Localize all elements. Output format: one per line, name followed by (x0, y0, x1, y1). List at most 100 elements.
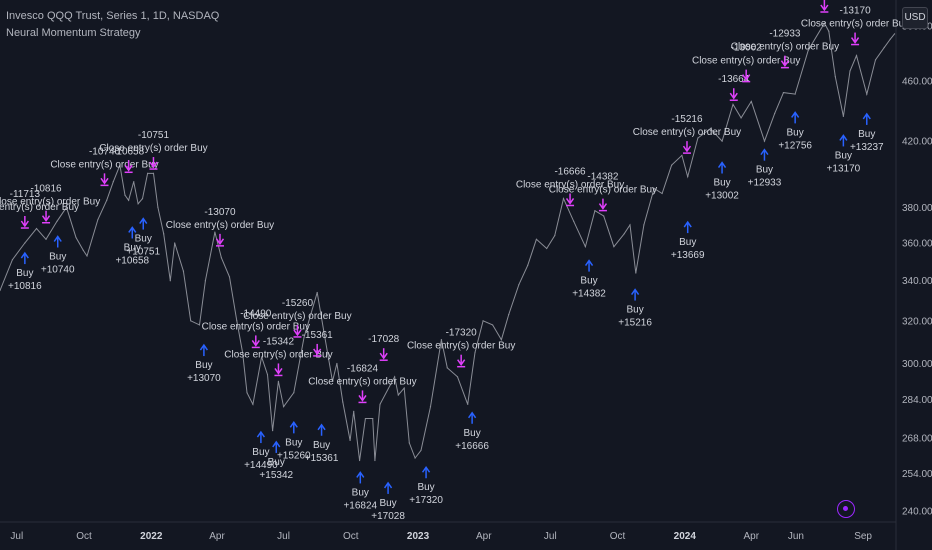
close-label: Close entry(s) order Buy (731, 42, 839, 53)
close-arrow-icon (742, 74, 751, 81)
y-tick-label: 340.00 (902, 276, 932, 287)
price-points (0, 22, 896, 462)
close-label: -13170 (840, 6, 872, 17)
price-point (35, 227, 38, 230)
price-point (613, 246, 615, 248)
price-point (11, 259, 14, 261)
buy-arrow-icon (468, 411, 477, 419)
price-point (282, 406, 285, 408)
tradingview-logo-icon[interactable] (837, 500, 855, 518)
price-point (709, 128, 711, 130)
price-point (266, 373, 269, 376)
close-label: -13664 (718, 74, 750, 85)
price-point (671, 164, 673, 166)
price-point (169, 280, 171, 282)
buy-arrow-icon (760, 148, 769, 156)
close-label: -10740 (89, 146, 121, 157)
currency-button[interactable]: USD (902, 7, 928, 29)
price-point (635, 272, 637, 274)
buy-label: +17320 (409, 495, 443, 506)
price-point (124, 194, 126, 196)
buy-arrow-icon (356, 471, 365, 478)
price-point (834, 76, 836, 78)
buy-label: Buy (626, 305, 643, 316)
price-point (429, 406, 432, 408)
close-label: -11713 (10, 189, 41, 200)
price-point (527, 264, 529, 266)
close-label: Close entry(s) order Buy (0, 197, 100, 208)
time-axis: Jul Oct 2022 Apr Jul Oct 2023 Apr Jul Oct 2024 Apr J… (10, 531, 872, 542)
price-point (855, 55, 858, 57)
close-label: -14490 (240, 308, 272, 319)
x-tick-label: Apr (476, 531, 492, 542)
price-point (174, 242, 176, 244)
close-label: -14382 (587, 172, 619, 183)
x-tick-label: Jul (277, 531, 290, 542)
price-point (112, 181, 114, 183)
price-point (893, 33, 896, 35)
buy-label: +17028 (371, 511, 405, 522)
price-point (182, 270, 185, 272)
buy-label: Buy (352, 487, 369, 498)
y-tick-label: 420.00 (902, 137, 932, 148)
buy-arrow-icon (630, 288, 640, 295)
buy-label: Buy (135, 234, 152, 245)
close-label: Close entry(s) order Buy (243, 311, 351, 322)
close-label: -15342 (263, 336, 295, 347)
buy-arrow-icon (421, 465, 431, 473)
close-arrow-icon (41, 215, 51, 223)
price-point (573, 220, 575, 222)
strategy-name[interactable]: Neural Momentum Strategy (6, 27, 141, 39)
buy-arrow-icon (717, 161, 727, 168)
price-point (414, 457, 416, 459)
price-point (82, 249, 84, 251)
price-point (190, 320, 192, 322)
buy-arrow-icon (383, 481, 393, 489)
price-point (643, 224, 645, 226)
price-point (277, 380, 280, 382)
close-label: -16666 (554, 166, 586, 177)
close-label: Close entry(s) order Buy (202, 321, 310, 332)
price-point (137, 203, 139, 205)
close-label: Close entry(s) order Buy (0, 202, 79, 213)
close-label: Close entry(s) order Buy (50, 159, 158, 170)
close-label: -13070 (204, 207, 236, 218)
x-tick-label: Oct (76, 531, 92, 542)
close-label: Close entry(s) order Buy (633, 127, 741, 138)
buy-arrow-icon (272, 440, 281, 448)
close-arrow-icon (850, 37, 860, 44)
close-arrow-icon (682, 145, 692, 153)
price-point (740, 117, 742, 119)
price-point (782, 92, 785, 94)
buy-arrow-icon (862, 112, 871, 120)
price-point (653, 187, 655, 189)
price-point (687, 176, 689, 178)
price-point (220, 257, 223, 259)
price-point (228, 276, 231, 278)
buy-label: Buy (252, 447, 269, 458)
price-point (874, 59, 877, 61)
price-point (331, 380, 334, 382)
buy-label: Buy (268, 457, 285, 468)
price-point (518, 284, 520, 286)
price-point (336, 362, 338, 365)
close-arrow-icon (251, 339, 260, 347)
close-arrow-icon (149, 161, 158, 169)
price-point (252, 403, 254, 405)
price-point (45, 238, 47, 240)
price-point (242, 351, 244, 354)
price-point (408, 442, 410, 444)
close-label: -12933 (769, 29, 801, 40)
y-tick-label: 380.00 (902, 203, 932, 214)
buy-label: +13002 (705, 191, 739, 202)
buy-label: Buy (49, 251, 66, 262)
close-label: Close entry(s) order Buy (801, 19, 909, 30)
x-tick-label: Oct (343, 531, 359, 542)
close-label: Close entry(s) order Buy (549, 185, 657, 196)
price-point (133, 181, 135, 183)
close-arrow-icon (124, 164, 133, 172)
price-point (750, 100, 752, 103)
price-point (467, 403, 469, 405)
y-tick-label: 320.00 (902, 316, 932, 327)
